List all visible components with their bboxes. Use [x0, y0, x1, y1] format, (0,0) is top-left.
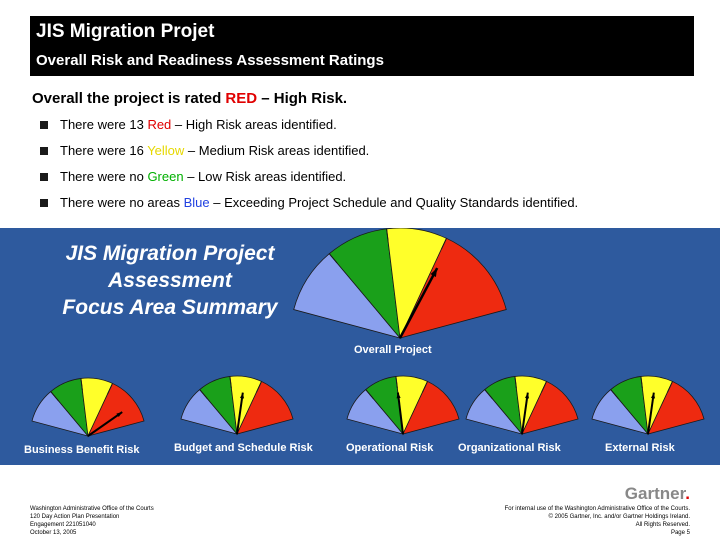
list-item: There were no areas Blue – Exceeding Pro…	[40, 190, 700, 216]
gauge-3	[346, 375, 460, 436]
gauge-5	[591, 375, 705, 436]
intro-rating: RED	[225, 90, 258, 107]
gauge-tick	[395, 376, 398, 389]
gauge-tick	[255, 381, 262, 393]
gartner-logo: Gartner.	[624, 484, 690, 503]
gauge-tick	[386, 228, 389, 241]
gauge-tick	[365, 389, 374, 400]
gauge-tick	[229, 376, 232, 389]
gauge-label-overall-project: Overall Project	[354, 344, 432, 356]
gauge-needle	[521, 392, 529, 435]
list-item: There were 16 Yellow – Medium Risk areas…	[40, 138, 700, 164]
gauge-needle-arrowhead	[396, 392, 401, 399]
panel-title: JIS Migration Project Assessment Focus A…	[62, 242, 278, 319]
gauge-tick	[484, 389, 493, 400]
bullet-square-icon	[40, 199, 48, 207]
gauge-needle-arrowhead	[116, 412, 123, 417]
gauge-label-operational: Operational Risk	[346, 442, 434, 454]
risk-summary-list: There were 13 Red – High Risk areas iden…	[40, 112, 700, 216]
gauge-needle	[398, 267, 439, 339]
overall-rating-statement: Overall the project is rated RED – High …	[32, 90, 347, 107]
color-word: Blue	[183, 195, 210, 210]
gauge-tick	[328, 253, 338, 264]
gauge-needle-arrowhead	[524, 392, 530, 399]
slide-header: JIS Migration Projet Overall Risk and Re…	[30, 16, 694, 76]
gauge-tick	[80, 378, 83, 391]
color-word: Green	[147, 169, 184, 184]
gauge-tick	[421, 381, 428, 393]
gauge-label-budget-schedule: Budget and Schedule Risk	[174, 442, 313, 454]
gauge-tick	[50, 391, 59, 402]
gauge-needle	[396, 392, 404, 435]
gauge-tick	[199, 389, 208, 400]
bullet-square-icon	[40, 147, 48, 155]
gauge-tick	[106, 383, 113, 395]
assessment-panel: JIS Migration Project Assessment Focus A…	[0, 228, 720, 465]
gauge-tick	[514, 376, 517, 389]
gauge-red-segment	[521, 380, 579, 435]
gauge-0	[293, 228, 507, 340]
slide-subtitle: Overall Risk and Readiness Assessment Ra…	[36, 52, 384, 69]
list-item: There were no Green – Low Risk areas ide…	[40, 164, 700, 190]
gauge-red-segment	[87, 382, 145, 437]
gauge-tick	[540, 381, 547, 393]
gauge-2	[180, 375, 294, 436]
footer-left: Washington Administrative Office of the …	[30, 506, 154, 536]
gauge-red-segment	[402, 380, 460, 435]
gauge-tick	[610, 389, 619, 400]
intro-suffix: – High Risk.	[257, 90, 348, 107]
gauge-label-organizational: Organizational Risk	[458, 442, 561, 454]
gauge-needle	[647, 392, 655, 435]
gauge-tick	[440, 238, 447, 250]
gauge-needle-arrowhead	[430, 268, 438, 277]
gauge-red-segment	[399, 237, 507, 339]
gauge-4	[465, 375, 579, 436]
intro-prefix: Overall the project is rated	[32, 90, 226, 107]
gauge-needle-arrowhead	[239, 392, 245, 399]
gauge-tick	[666, 381, 673, 393]
color-word: Red	[147, 117, 172, 132]
list-item: There were 13 Red – High Risk areas iden…	[40, 112, 700, 138]
gauge-1	[31, 377, 145, 438]
gauge-tick	[640, 376, 643, 389]
gauge-label-external: External Risk	[605, 442, 675, 454]
slide-title: JIS Migration Projet	[36, 21, 215, 42]
gauge-needle	[236, 392, 244, 435]
bullet-square-icon	[40, 121, 48, 129]
footer-right: For internal use of the Washington Admin…	[504, 506, 690, 536]
gauge-label-business-benefit: Business Benefit Risk	[24, 444, 140, 456]
gauge-needle-arrowhead	[650, 392, 656, 399]
gauge-red-segment	[647, 380, 705, 435]
bullet-square-icon	[40, 173, 48, 181]
gauge-needle	[87, 411, 123, 437]
gauge-red-segment	[236, 380, 294, 435]
gauges-canvas	[31, 228, 705, 438]
color-word: Yellow	[147, 143, 185, 158]
